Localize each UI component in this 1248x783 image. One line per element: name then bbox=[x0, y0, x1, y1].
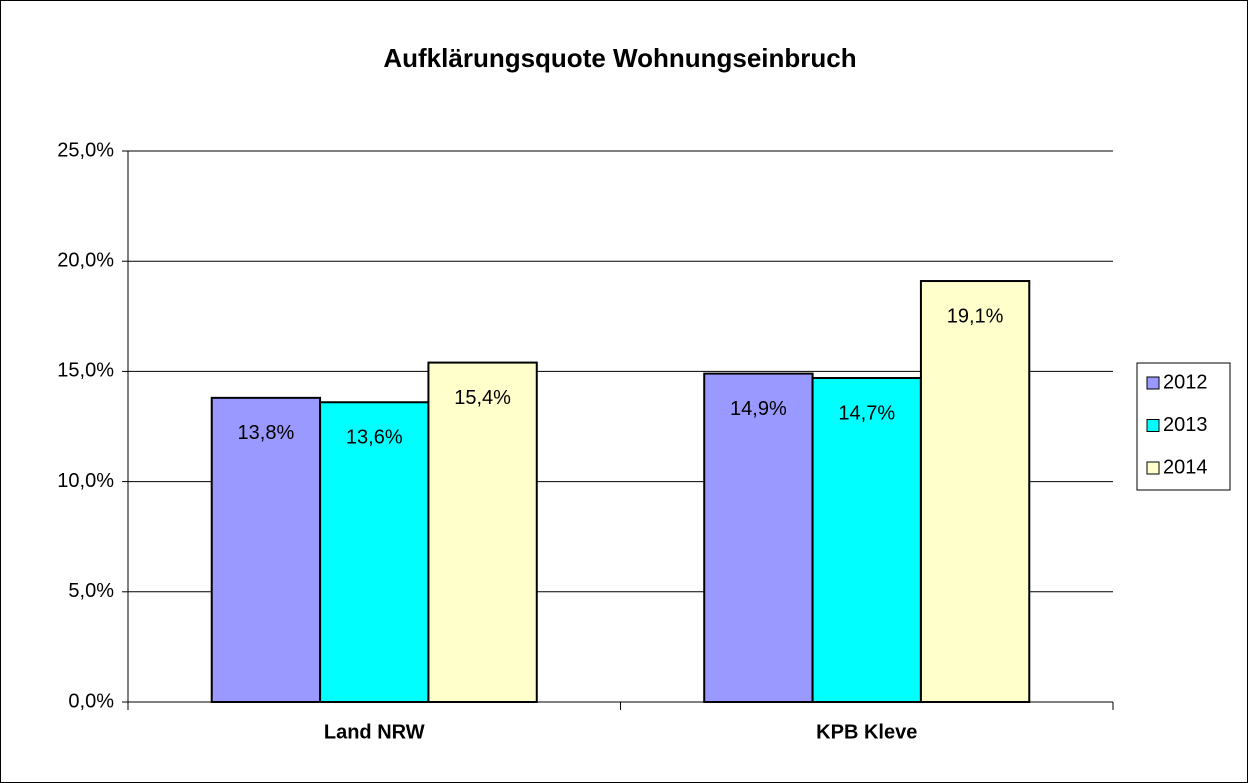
data-label: 15,4% bbox=[454, 387, 511, 409]
bar bbox=[703, 372, 814, 703]
data-label: 14,7% bbox=[838, 402, 895, 424]
x-tick-label: KPB Kleve bbox=[816, 721, 917, 743]
legend-label: 2013 bbox=[1163, 414, 1208, 436]
data-label: 19,1% bbox=[947, 305, 1004, 327]
y-tick-label: 0,0% bbox=[68, 690, 114, 712]
x-tick-label: Land NRW bbox=[324, 721, 425, 743]
bar bbox=[919, 280, 1031, 703]
legend-swatch bbox=[1146, 419, 1160, 432]
data-label: 14,9% bbox=[730, 398, 787, 420]
data-label: 13,6% bbox=[346, 427, 403, 449]
bar bbox=[319, 401, 430, 703]
legend-label: 2014 bbox=[1163, 456, 1208, 478]
bar bbox=[427, 361, 538, 703]
bar bbox=[210, 396, 322, 703]
y-tick-label: 20,0% bbox=[57, 249, 114, 271]
legend-swatch bbox=[1146, 376, 1160, 390]
chart-title: Aufklärungsquote Wohnungseinbruch bbox=[383, 43, 856, 73]
bar bbox=[811, 377, 922, 703]
y-tick-label: 15,0% bbox=[57, 360, 114, 382]
data-label: 13,8% bbox=[238, 422, 295, 444]
y-tick-label: 10,0% bbox=[57, 470, 114, 492]
legend-label: 2012 bbox=[1163, 371, 1208, 393]
legend-swatch bbox=[1146, 461, 1160, 475]
y-tick-label: 25,0% bbox=[57, 139, 114, 161]
y-tick-label: 5,0% bbox=[68, 580, 114, 602]
